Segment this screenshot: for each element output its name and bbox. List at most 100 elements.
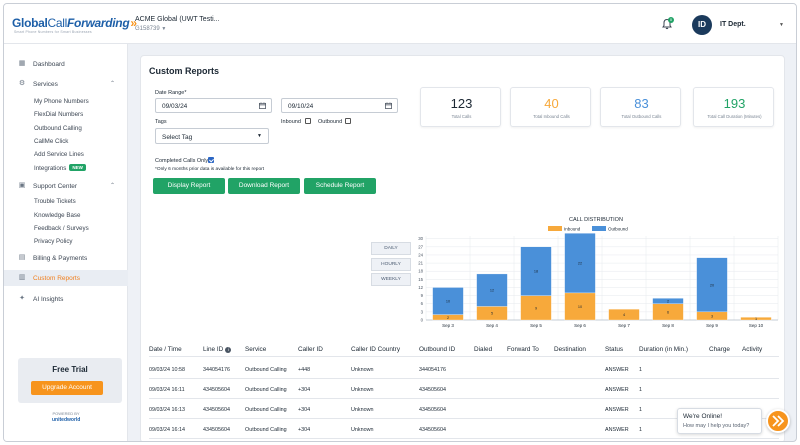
account-name: ACME Global (UWT Testi...: [135, 16, 220, 23]
display-report-button[interactable]: Display Report: [153, 178, 225, 194]
column-header: Activity: [742, 346, 763, 353]
bar-value-label: 12: [490, 289, 494, 293]
chat-subtitle: How may I help you today?: [683, 423, 750, 429]
schedule-report-button[interactable]: Schedule Report: [304, 178, 376, 194]
powered-by-logo: unitedworld: [52, 417, 81, 423]
chat-widget[interactable]: We're Online! How may I help you today?: [677, 408, 762, 434]
column-header: Line ID i: [203, 346, 232, 353]
table-cell: 434505604: [419, 407, 446, 413]
bar-value-label: 22: [578, 262, 582, 266]
sidebar-subitem-my-phone-numbers[interactable]: My Phone Numbers: [34, 98, 89, 105]
user-menu-chevron-icon[interactable]: ▼: [779, 22, 784, 28]
stat-total-calls: 123 Total Calls: [420, 87, 501, 127]
sparkle-icon: ✦: [19, 295, 25, 302]
stat-total-duration: 193 Total Call Duration (Minutes): [693, 87, 774, 127]
end-date-field[interactable]: 09/10/24: [281, 98, 398, 113]
sidebar-subitem-add-service-lines[interactable]: Add Service Lines: [34, 151, 84, 158]
x-tick-label: Sep 10: [749, 323, 764, 328]
row-divider: [149, 356, 779, 357]
sidebar-subitem-trouble-tickets[interactable]: Trouble Tickets: [34, 198, 76, 205]
bar-inbound: [520, 295, 552, 321]
x-tick-label: Sep 6: [574, 323, 586, 328]
sidebar-subitem-callme-click[interactable]: CallMe Click: [34, 138, 69, 145]
table-cell: 09/03/24 16:13: [149, 407, 185, 413]
sidebar-subitem-knowledge-base[interactable]: Knowledge Base: [34, 212, 81, 219]
sidebar-subitem-integrations[interactable]: Integrations NEW: [34, 164, 86, 172]
bar-value-label: 6: [667, 310, 669, 314]
dashboard-icon: ▦: [18, 60, 26, 67]
reports-icon: ▥: [18, 274, 26, 281]
chevron-down-icon: ▼: [161, 26, 167, 32]
sidebar-item-services[interactable]: ⚙ Services ⌃: [18, 80, 116, 88]
sidebar-subitem-privacy-policy[interactable]: Privacy Policy: [34, 238, 73, 245]
sidebar-item-custom-reports[interactable]: ▥ Custom Reports: [4, 270, 128, 286]
chevron-right-icon: [772, 415, 785, 427]
download-report-button[interactable]: Download Report: [228, 178, 300, 194]
sidebar-subitem-flexdial-numbers[interactable]: FlexDial Numbers: [34, 111, 84, 118]
trial-title: Free Trial: [52, 365, 88, 374]
sidebar-subitem-outbound-calling[interactable]: Outbound Calling: [34, 125, 82, 132]
legend-swatch-outbound: [592, 226, 606, 231]
chat-bubble-icon: ▣: [18, 182, 26, 189]
completed-calls-checkbox[interactable]: [208, 157, 214, 163]
tag-select[interactable]: Select Tag ▼: [155, 128, 269, 144]
column-header: Outbound ID: [419, 346, 456, 353]
sidebar-item-billing[interactable]: ▤ Billing & Payments: [18, 254, 88, 262]
chat-launcher-button[interactable]: [766, 409, 790, 433]
table-cell: ANSWER: [605, 387, 629, 393]
info-icon[interactable]: i: [225, 347, 232, 353]
table-cell: 344054176: [203, 367, 230, 373]
tab-daily[interactable]: DAILY: [371, 242, 411, 255]
stat-total-inbound: 40 Total Inbound Calls: [510, 87, 591, 127]
sidebar-item-dashboard[interactable]: ▦ Dashboard: [18, 60, 65, 68]
bar-value-label: 2: [667, 300, 669, 304]
chat-title: We're Online!: [683, 413, 723, 420]
bar-inbound: [608, 309, 640, 321]
chart-bars: 2 10 5 12 9 18 10 22 4 6 2 3 20 1: [432, 233, 772, 321]
tab-hourly[interactable]: HOURLY: [371, 258, 411, 271]
column-header: Date / Time: [149, 346, 182, 353]
main-panel: Custom Reports Date Range* 09/03/24 09/1…: [140, 55, 785, 441]
sidebar-item-ai-insights[interactable]: ✦ AI Insights: [19, 295, 64, 303]
user-label[interactable]: IT Dept.: [720, 21, 746, 28]
brand-name-part1: Global: [12, 16, 48, 30]
x-tick-label: Sep 5: [530, 323, 542, 328]
calendar-icon[interactable]: [259, 102, 266, 109]
legend-swatch-inbound: [548, 226, 562, 231]
bar-value-label: 20: [710, 283, 714, 287]
tab-weekly[interactable]: WEEKLY: [371, 273, 411, 286]
inbound-checkbox[interactable]: [305, 118, 311, 124]
brand-logo[interactable]: GlobalCallForwarding»: [12, 16, 137, 30]
table-cell: +304: [298, 387, 311, 393]
calendar-icon[interactable]: [385, 102, 392, 109]
upgrade-account-button[interactable]: Upgrade Account: [31, 381, 103, 395]
free-trial-card: Free Trial Upgrade Account: [18, 358, 122, 403]
sidebar-item-support-center[interactable]: ▣ Support Center ⌃: [18, 182, 116, 190]
sidebar-subitem-feedback-surveys[interactable]: Feedback / Surveys: [34, 225, 89, 232]
table-cell: 434505604: [419, 387, 446, 393]
account-switcher[interactable]: ACME Global (UWT Testi... G158739 ▼: [135, 16, 220, 32]
y-tick-label: 3: [421, 309, 424, 314]
table-cell: +304: [298, 427, 311, 433]
table-cell: 434505604: [203, 387, 230, 393]
table-cell: 1: [639, 367, 642, 373]
chevron-up-icon: ⌃: [110, 183, 116, 189]
y-tick-label: 18: [418, 269, 423, 274]
column-header: Duration (in Min.): [639, 346, 689, 353]
avatar[interactable]: ID: [692, 15, 712, 35]
bar-value-label: 10: [578, 305, 582, 309]
start-date-field[interactable]: 09/03/24: [155, 98, 272, 113]
stat-value: 193: [723, 96, 746, 111]
outbound-checkbox[interactable]: [345, 118, 351, 124]
y-tick-label: 21: [418, 261, 423, 266]
legend-label-inbound: Inbound: [564, 227, 581, 232]
account-id: G158739 ▼: [135, 26, 167, 32]
app-frame: GlobalCallForwarding» Smart Phone Number…: [3, 3, 797, 442]
column-header: Service: [245, 346, 267, 353]
bar-value-label: 9: [535, 306, 537, 310]
bar-value-label: 10: [446, 300, 450, 304]
column-header: Forward To: [507, 346, 539, 353]
x-tick-label: Sep 3: [442, 323, 454, 328]
y-tick-label: 15: [418, 277, 423, 282]
table-cell: Unknown: [351, 367, 374, 373]
